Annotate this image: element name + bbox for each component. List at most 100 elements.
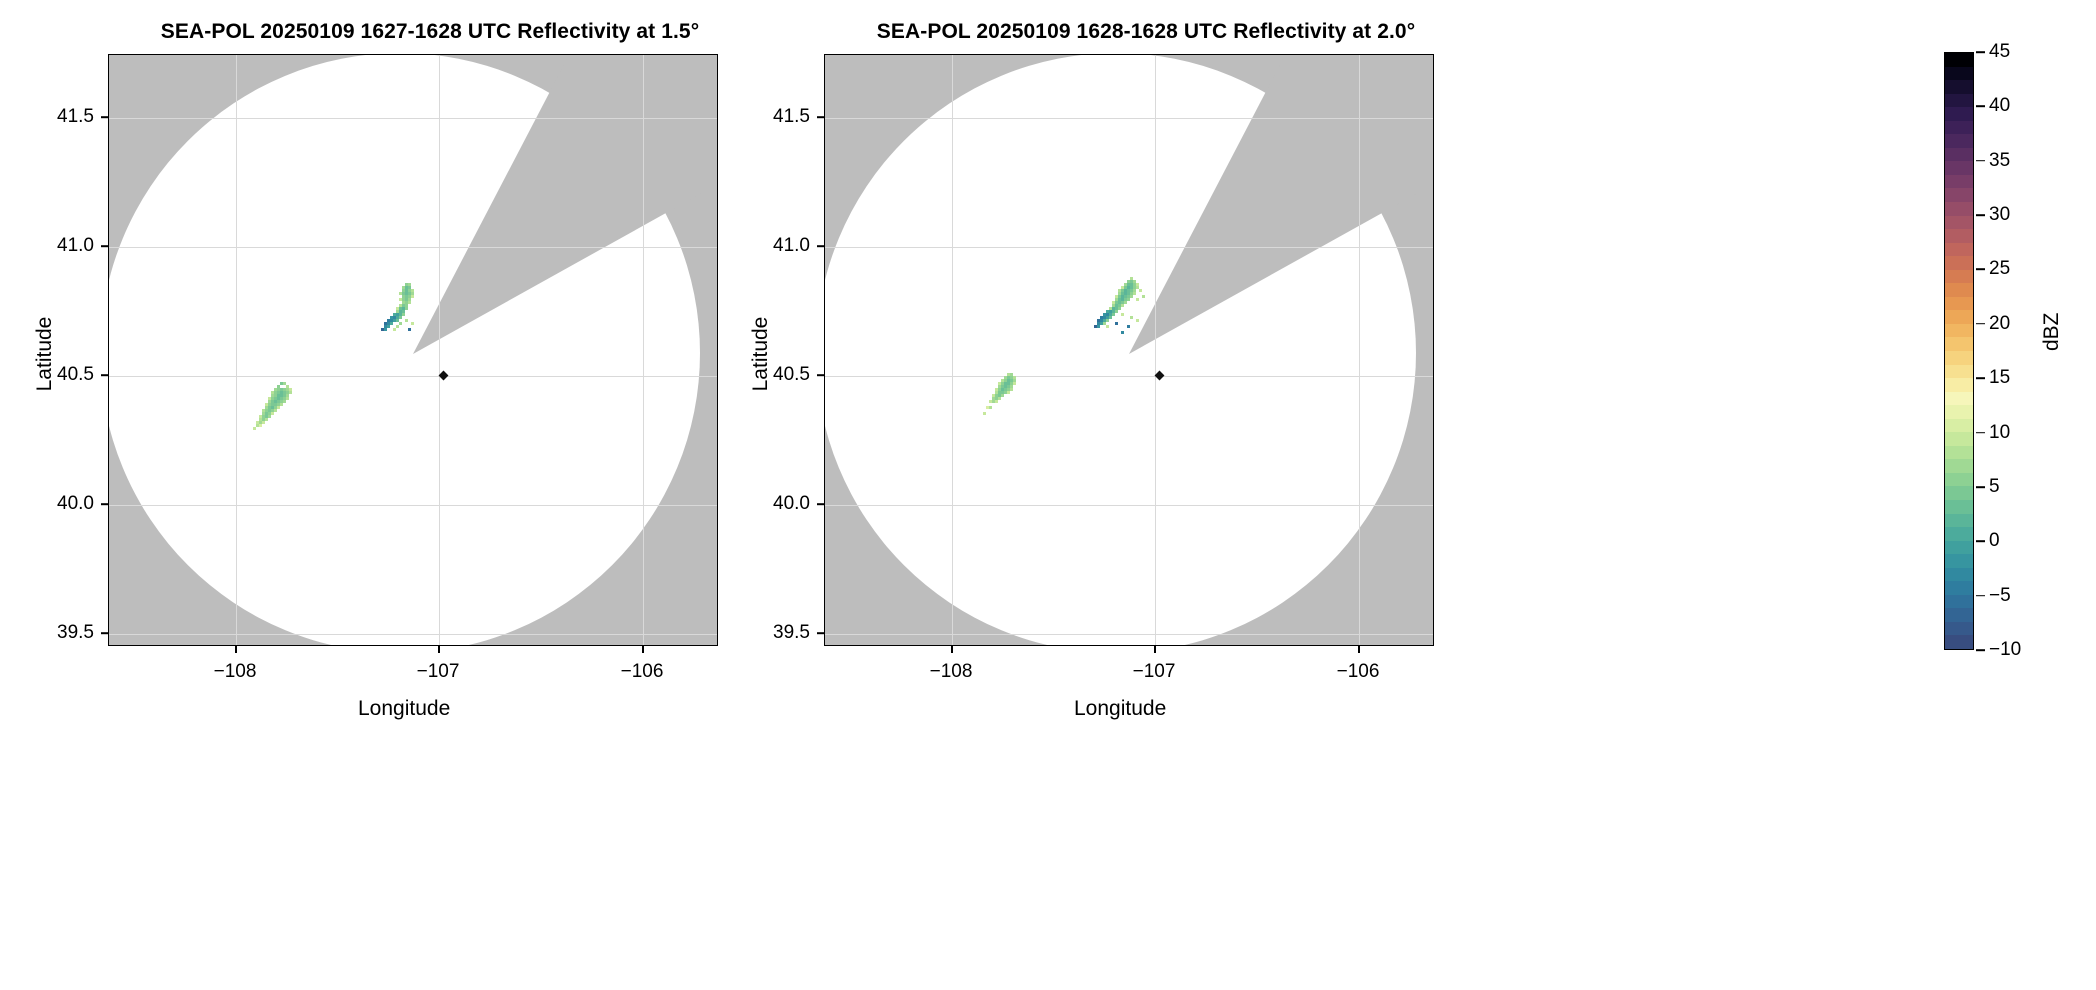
gridline-lat-39.5 (825, 634, 1433, 636)
blanked-sector-wedge (1129, 55, 1433, 354)
colorbar-tick-mark (1976, 159, 1985, 162)
ytick-mark (101, 503, 108, 505)
colorbar-title: dBZ (2040, 312, 2063, 351)
colorbar-segment (1945, 215, 1973, 230)
ytick-label: 41.5 (773, 106, 810, 127)
panel-left-plot-area[interactable] (108, 54, 718, 646)
panel-left: SEA-POL 20250109 1627-1628 UTC Reflectiv… (0, 0, 960, 990)
colorbar-tick-label: 0 (1989, 530, 2000, 552)
xtick-mark (951, 646, 953, 653)
y-axis-title: Latitude (749, 316, 772, 392)
ytick-label: 40.5 (773, 364, 810, 385)
xtick-label: −107 (1132, 661, 1176, 682)
colorbar-segment (1945, 283, 1973, 298)
colorbar-segment (1945, 472, 1973, 488)
colorbar-tick-mark (1976, 594, 1985, 597)
colorbar-segment (1945, 188, 1973, 203)
colorbar-segment (1945, 567, 1973, 582)
colorbar-segment (1945, 229, 1973, 244)
xtick-label: −106 (620, 661, 664, 682)
x-axis-title: Longitude (358, 697, 451, 720)
ytick-label: 39.5 (773, 622, 810, 643)
gridline-lat-41.5 (109, 118, 717, 120)
colorbar-tick-mark (1976, 540, 1985, 543)
colorbar-tick-label: 15 (1989, 367, 2011, 389)
gridline-lat-41.0 (825, 247, 1433, 249)
gridline-lat-40.5 (109, 376, 717, 378)
ytick-label: 41.5 (57, 106, 94, 127)
colorbar-tick-label: 40 (1989, 95, 2011, 117)
colorbar-segment (1945, 120, 1973, 135)
gridline-lat-41.0 (109, 247, 717, 249)
ytick-mark (101, 632, 108, 634)
colorbar-segment (1945, 337, 1973, 352)
xtick-mark (642, 646, 644, 653)
colorbar-segment (1945, 459, 1973, 474)
xtick-label: −106 (1336, 661, 1380, 682)
colorbar-segment (1945, 445, 1973, 461)
colorbar-segment (1945, 269, 1973, 284)
colorbar-tick-label: 45 (1989, 41, 2011, 62)
colorbar-segment (1945, 147, 1973, 163)
colorbar-tick-mark (1976, 268, 1985, 271)
colorbar-segment (1945, 405, 1973, 420)
colorbar-segment (1945, 310, 1973, 325)
gridline-lat-40.0 (109, 505, 717, 507)
colorbar-segment (1945, 500, 1973, 515)
colorbar-segment (1945, 554, 1973, 569)
colorbar-tick-label: 20 (1989, 312, 2011, 334)
gridline-lon-107 (1155, 55, 1157, 645)
colorbar-tick-mark (1976, 214, 1985, 216)
colorbar-tick-label: 30 (1989, 204, 2011, 226)
ytick-mark (101, 374, 108, 376)
colorbar-segment (1945, 621, 1973, 637)
ytick-mark (817, 503, 824, 505)
ytick-label: 39.5 (57, 622, 94, 643)
xtick-label: −108 (213, 661, 257, 682)
panel-left-title: SEA-POL 20250109 1627-1628 UTC Reflectiv… (160, 20, 700, 43)
colorbar-segment (1945, 608, 1973, 623)
colorbar-segment (1945, 134, 1973, 149)
colorbar-segment (1945, 351, 1973, 366)
colorbar-segment (1945, 418, 1973, 433)
colorbar-segment (1945, 296, 1973, 312)
colorbar-segment (1945, 527, 1973, 542)
panel-right-plot-area[interactable] (824, 54, 1434, 646)
colorbar-tick-label: 5 (1989, 475, 2000, 497)
colorbar-segment (1945, 581, 1973, 596)
gridline-lat-40.5 (825, 376, 1433, 378)
colorbar-segment (1945, 242, 1973, 257)
ytick-mark (101, 116, 108, 118)
colorbar-segment (1945, 364, 1973, 379)
colorbar-tick-mark (1976, 105, 1985, 108)
colorbar-tick-label: 10 (1989, 421, 2011, 443)
xtick-mark (235, 646, 237, 653)
colorbar-segment (1945, 174, 1973, 190)
xtick-mark (438, 646, 440, 653)
blanked-sector-wedge (413, 55, 717, 354)
ytick-mark (817, 116, 824, 118)
gridline-lon-106 (643, 55, 645, 645)
colorbar-segment (1945, 378, 1973, 393)
colorbar-segment (1945, 323, 1973, 339)
gridline-lon-108 (236, 55, 238, 645)
colorbar-tick-mark (1976, 323, 1985, 325)
colorbar-segment (1945, 161, 1973, 176)
gridline-lon-108 (952, 55, 954, 645)
colorbar-tick-label: 25 (1989, 258, 2011, 280)
gridline-lon-106 (1359, 55, 1361, 645)
colorbar-tick-mark (1976, 649, 1985, 651)
gridline-lon-107 (439, 55, 441, 645)
xtick-mark (1154, 646, 1156, 653)
colorbar-segment (1945, 391, 1973, 406)
colorbar-segment (1945, 432, 1973, 447)
colorbar-gradient[interactable] (1944, 52, 1974, 650)
colorbar-segment (1945, 202, 1973, 217)
colorbar-tick-mark (1976, 431, 1985, 434)
ytick-mark (817, 245, 824, 247)
panel-right: SEA-POL 20250109 1628-1628 UTC Reflectiv… (680, 0, 1640, 990)
ytick-label: 40.0 (773, 493, 810, 514)
gridline-lat-40.0 (825, 505, 1433, 507)
y-axis-title: Latitude (33, 316, 56, 392)
